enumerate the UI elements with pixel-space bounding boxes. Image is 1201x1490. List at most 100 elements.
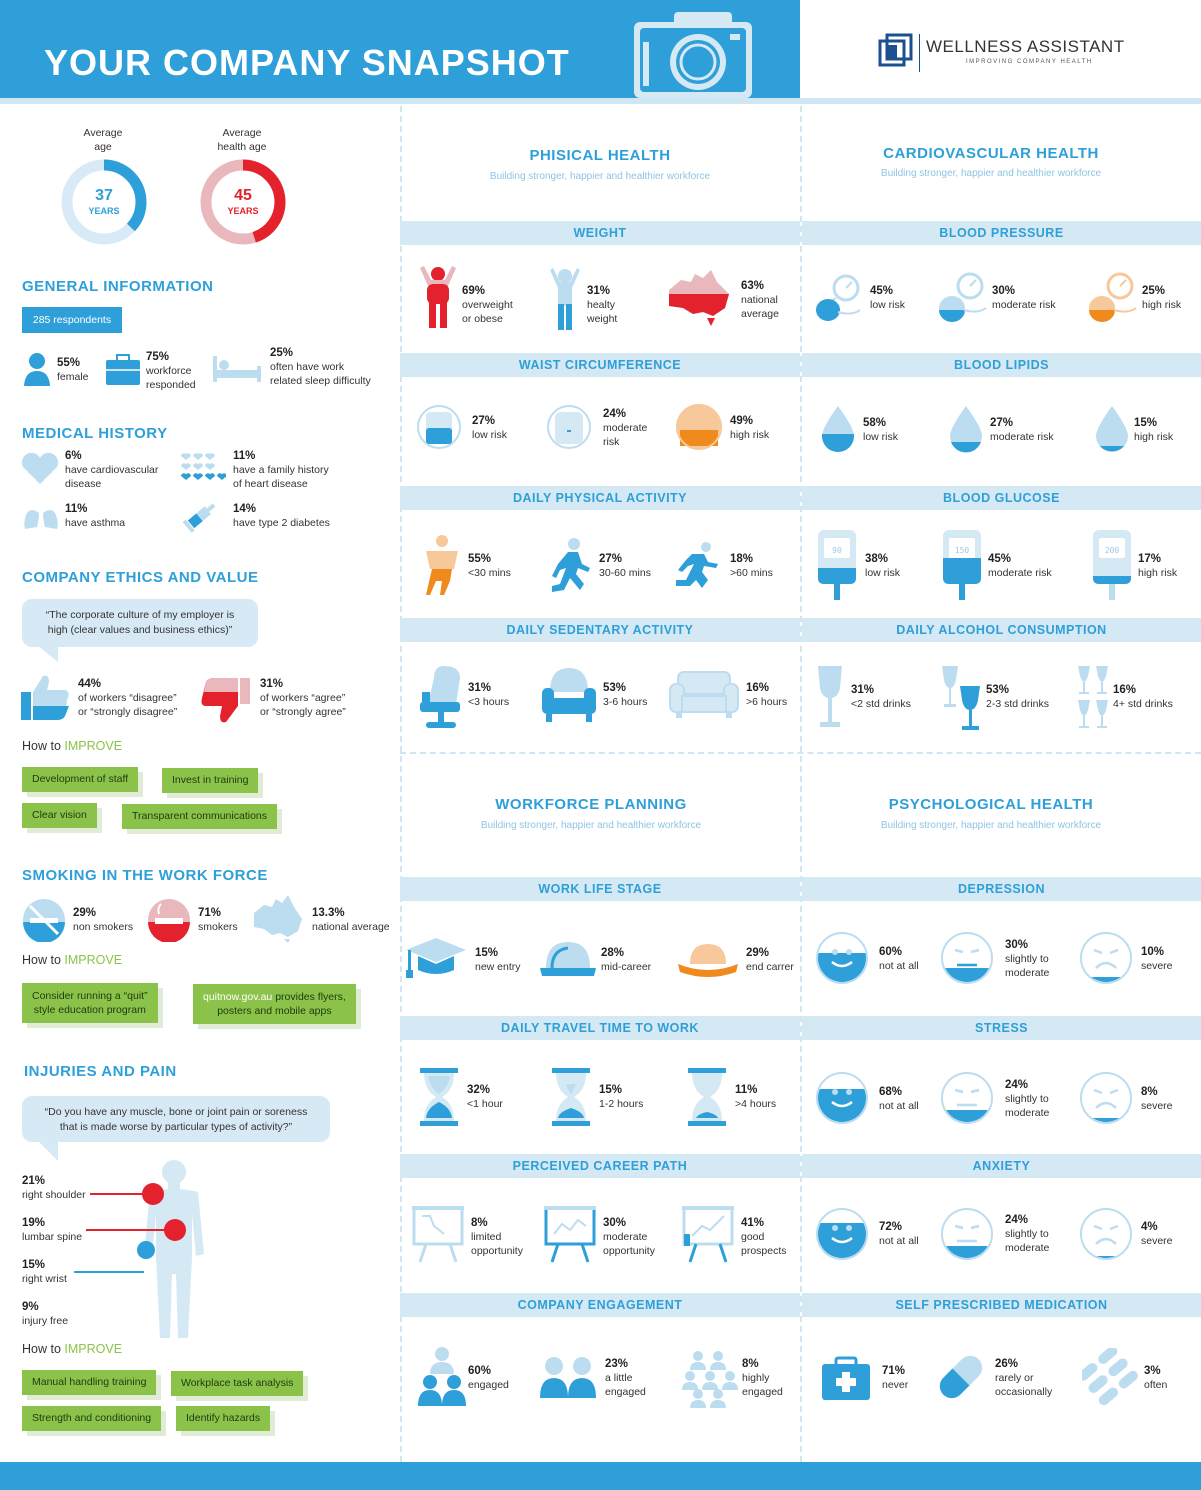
crowd-engaged-icon xyxy=(682,1351,738,1408)
running-icon xyxy=(676,542,718,588)
smoking-icon xyxy=(148,899,190,942)
brand-logo-icon xyxy=(878,33,913,67)
ethics-disagree: 44% of workers “disagree” or “strongly dis… xyxy=(78,678,178,718)
depression-face-sad-icon xyxy=(1080,932,1132,984)
bar-medication: SELF PRESCRIBED MEDICATION xyxy=(802,1293,1201,1317)
gauge-age-value: 37 xyxy=(95,187,113,204)
anxiety-none: 72% not at all xyxy=(879,1221,919,1247)
capsule-icon xyxy=(939,1355,983,1399)
medical-cardio: 6% have cardiovascular disease xyxy=(65,450,159,490)
bed-icon xyxy=(213,356,261,382)
meds-occasionally: 26% rarely or occasionally xyxy=(995,1358,1053,1398)
quitnow-link[interactable]: quitnow.gov.au xyxy=(203,991,273,1003)
weight-healthy: 31% healty weight xyxy=(587,285,618,325)
tag-development-of-staff: Development of staff xyxy=(22,767,139,792)
tag-strength-conditioning: Strength and conditioning xyxy=(22,1406,162,1431)
stress-none: 68% not at all xyxy=(879,1086,919,1112)
travel-moderate: 15% 1-2 hours xyxy=(599,1084,644,1110)
glucose-low: 38% low risk xyxy=(865,553,901,579)
general-female: 55% female xyxy=(57,357,89,383)
weight-national: 63% national average xyxy=(741,280,779,320)
section-physical-subtitle: Building stronger, happier and healthier… xyxy=(489,171,711,182)
page-title: YOUR COMPANY SNAPSHOT xyxy=(44,42,570,83)
injuries-how-to-improve: How to IMPROVE xyxy=(22,1342,123,1356)
stress-face-happy-icon xyxy=(816,1072,868,1124)
section-cardio-subtitle: Building stronger, happier and healthier… xyxy=(880,168,1102,179)
briefcase-icon xyxy=(106,354,140,385)
bar-anxiety: ANXIETY xyxy=(802,1154,1201,1178)
alcohol-high: 16% 4+ std drinks xyxy=(1113,684,1173,710)
meds-never: 71% never xyxy=(882,1365,909,1391)
anxiety-severe: 4% severe xyxy=(1141,1221,1173,1247)
bp-moderate-icon xyxy=(939,272,987,322)
gauge-health-age-value: 45 xyxy=(234,187,252,204)
travel-low: 32% <1 hour xyxy=(467,1084,503,1110)
section-physical-title: PHISICAL HEALTH xyxy=(529,147,671,164)
pair-engaged-icon xyxy=(540,1357,596,1398)
lifestage-new: 15% new entry xyxy=(475,947,521,973)
career-limited: 8% limited opportunity xyxy=(471,1217,523,1257)
female-icon xyxy=(24,353,50,386)
glucose-moderate: 45% moderate risk xyxy=(988,553,1052,579)
activity-low-icon xyxy=(426,535,458,595)
footer-band xyxy=(0,1462,1201,1490)
anxiety-face-sad-icon xyxy=(1080,1208,1132,1260)
sedentary-low: 31% <3 hours xyxy=(468,682,510,708)
shoulder-pointer-line xyxy=(90,1193,146,1195)
activity-high: 18% >60 mins xyxy=(730,553,773,579)
retirement-hat-icon xyxy=(678,944,738,977)
logo-divider xyxy=(919,34,920,72)
medical-family: 11% have a family history of heart disease xyxy=(233,450,329,490)
armchair-icon xyxy=(542,668,596,722)
group-engaged-icon xyxy=(418,1347,466,1406)
bp-high: 25% high risk xyxy=(1142,285,1182,311)
column-divider-left xyxy=(400,106,402,1462)
bar-blood-pressure: BLOOD PRESSURE xyxy=(802,221,1201,245)
brand-tagline: IMPROVING COMPANY HEALTH xyxy=(966,59,1093,65)
smoking-smokers: 71% smokers xyxy=(198,907,238,933)
wine-glass-icon xyxy=(818,666,842,727)
stress-face-neutral-icon xyxy=(941,1072,993,1124)
australia-national-icon xyxy=(669,270,729,326)
hourglass-half-icon xyxy=(552,1068,590,1126)
injuries-title: INJURIES AND PAIN xyxy=(24,1063,177,1080)
waist-high: 49% high risk xyxy=(730,415,770,441)
first-aid-kit-icon xyxy=(822,1356,870,1400)
gauge-health-age-unit: YEARS xyxy=(227,206,258,216)
tag-clear-vision: Clear vision xyxy=(22,803,97,828)
average-health-age-gauge: 45 YEARS xyxy=(200,159,286,245)
row-divider xyxy=(400,752,1201,754)
glucose-meter-high-icon xyxy=(1093,530,1131,600)
section-psych-title: PSYCHOLOGICAL HEALTH xyxy=(888,796,1094,813)
lipids-moderate-drop-icon xyxy=(950,406,982,453)
australia-map-icon xyxy=(254,895,302,943)
tag-transparent-communications: Transparent communications xyxy=(122,804,278,829)
sedentary-moderate: 53% 3-6 hours xyxy=(603,682,648,708)
medical-diabetes: 14% have type 2 diabetes xyxy=(233,503,330,529)
career-moderate: 30% moderate opportunity xyxy=(603,1217,655,1257)
bubble-tail xyxy=(38,646,58,662)
lifestage-mid: 28% mid-career xyxy=(601,947,652,973)
waist-low: 27% low risk xyxy=(472,415,508,441)
lipids-low: 58% low risk xyxy=(863,417,899,443)
depression-face-neutral-icon xyxy=(941,932,993,984)
activity-moderate: 27% 30-60 mins xyxy=(599,553,651,579)
tag-manual-handling: Manual handling training xyxy=(22,1370,157,1395)
gauge-age-label: Average age xyxy=(83,127,123,153)
smoking-how-to-improve: How to IMPROVE xyxy=(22,953,123,967)
bar-sedentary: DAILY SEDENTARY ACTIVITY xyxy=(400,618,800,642)
tag-invest-in-training: Invest in training xyxy=(162,768,259,793)
no-smoking-icon xyxy=(23,899,65,942)
depression-moderate: 30% slightly to moderate xyxy=(1005,939,1050,979)
chart-board-limited-icon xyxy=(412,1206,464,1263)
engage-engaged: 60% engaged xyxy=(468,1365,509,1391)
header-strip xyxy=(0,98,1201,104)
ethics-title: COMPANY ETHICS AND VALUE xyxy=(22,569,259,586)
sofa-icon xyxy=(669,671,739,718)
stress-severe: 8% severe xyxy=(1141,1086,1173,1112)
injuries-quote-bubble: “Do you have any muscle, bone or joint p… xyxy=(22,1096,330,1142)
depression-severe: 10% severe xyxy=(1141,946,1173,972)
heart-icon xyxy=(21,452,59,484)
injury-lumbar-spine: 19% lumbar spine xyxy=(22,1217,83,1243)
bar-engagement: COMPANY ENGAGEMENT xyxy=(400,1293,800,1317)
